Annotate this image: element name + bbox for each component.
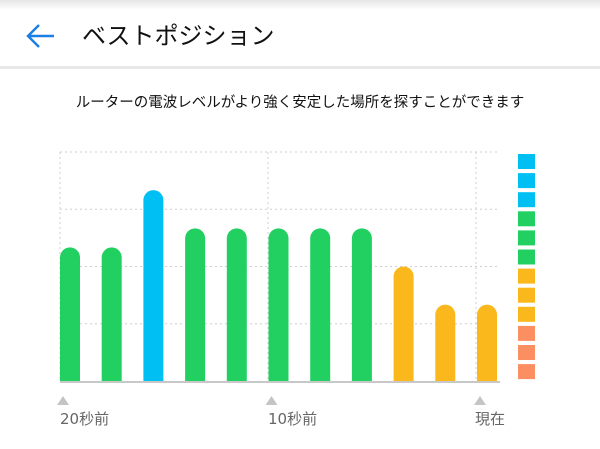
signal-bar — [435, 304, 456, 381]
signal-strength-chart: 20秒前 10秒前 現在 — [57, 151, 535, 428]
signal-level-legend-square — [518, 173, 535, 189]
signal-bar — [477, 304, 497, 381]
x-tick-label: 現在 — [475, 410, 505, 428]
signal-level-legend-square — [518, 268, 535, 284]
signal-bar — [310, 228, 331, 381]
signal-level-legend-square — [518, 230, 535, 246]
arrow-left-icon — [26, 24, 54, 48]
status-bar-shadow — [0, 0, 600, 10]
signal-bar — [101, 247, 122, 381]
signal-bar — [60, 247, 80, 381]
signal-level-legend-square — [518, 211, 535, 227]
signal-level-legend-square — [518, 325, 535, 341]
signal-bar — [226, 228, 247, 381]
time-marker-triangle-icon — [474, 396, 486, 405]
x-tick-label: 10秒前 — [268, 410, 317, 428]
signal-bar — [268, 228, 289, 381]
signal-bar — [143, 190, 164, 381]
app-header: ベストポジション — [0, 10, 600, 66]
signal-level-legend-square — [518, 306, 535, 322]
back-button[interactable] — [24, 22, 58, 50]
page-title: ベストポジション — [82, 22, 275, 50]
signal-level-legend-square — [518, 287, 535, 303]
signal-level-legend-square — [518, 154, 535, 169]
signal-bar — [393, 266, 414, 381]
time-marker-triangle-icon — [265, 396, 278, 405]
header-divider — [0, 66, 600, 69]
signal-level-legend-square — [518, 345, 535, 360]
x-tick-label: 20秒前 — [60, 410, 109, 428]
signal-level-legend-square — [518, 249, 535, 265]
signal-level-legend-square — [518, 364, 535, 380]
signal-bar — [185, 228, 206, 381]
signal-bar — [351, 228, 372, 381]
description-text: ルーターの電波レベルがより強く安定した場所を探すことができます — [75, 95, 525, 111]
signal-level-legend-square — [518, 192, 535, 208]
time-marker-triangle-icon — [57, 396, 69, 405]
